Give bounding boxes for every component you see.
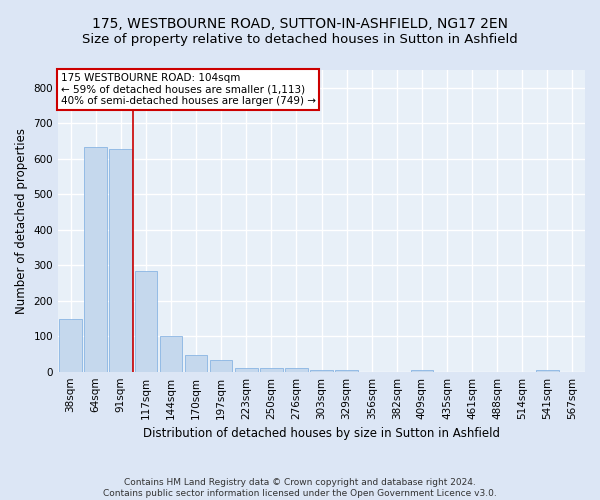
Bar — [310, 370, 333, 372]
Bar — [335, 370, 358, 372]
Y-axis label: Number of detached properties: Number of detached properties — [15, 128, 28, 314]
Bar — [210, 360, 232, 372]
Bar — [160, 336, 182, 372]
Text: Size of property relative to detached houses in Sutton in Ashfield: Size of property relative to detached ho… — [82, 32, 518, 46]
Bar — [59, 319, 82, 372]
Bar — [410, 370, 433, 372]
Bar — [134, 271, 157, 372]
Bar — [85, 148, 107, 372]
Bar — [536, 370, 559, 372]
Bar — [235, 368, 257, 372]
Bar — [185, 356, 208, 372]
Text: 175, WESTBOURNE ROAD, SUTTON-IN-ASHFIELD, NG17 2EN: 175, WESTBOURNE ROAD, SUTTON-IN-ASHFIELD… — [92, 18, 508, 32]
Bar — [260, 368, 283, 372]
X-axis label: Distribution of detached houses by size in Sutton in Ashfield: Distribution of detached houses by size … — [143, 427, 500, 440]
Bar — [285, 368, 308, 372]
Bar — [109, 149, 132, 372]
Text: Contains HM Land Registry data © Crown copyright and database right 2024.
Contai: Contains HM Land Registry data © Crown c… — [103, 478, 497, 498]
Text: 175 WESTBOURNE ROAD: 104sqm
← 59% of detached houses are smaller (1,113)
40% of : 175 WESTBOURNE ROAD: 104sqm ← 59% of det… — [61, 73, 316, 106]
